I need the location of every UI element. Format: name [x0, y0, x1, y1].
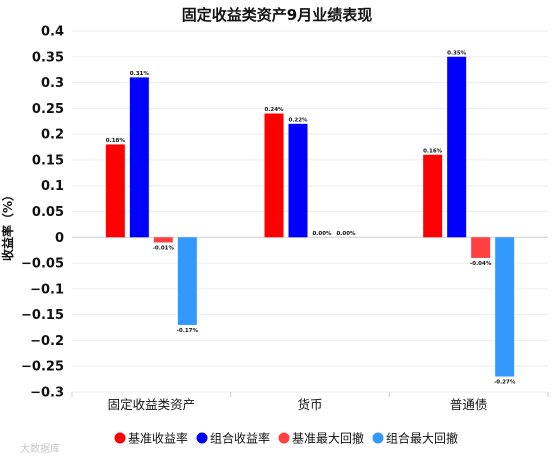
data-label: 0.18% — [106, 138, 126, 144]
y-tick-label: 0.25 — [32, 102, 64, 117]
y-tick-label: 0.05 — [32, 205, 64, 220]
bar — [288, 123, 308, 238]
y-tick-label: −0.3 — [30, 386, 64, 401]
y-tick-label: 0.4 — [41, 25, 64, 40]
data-label: 0.22% — [288, 117, 308, 123]
data-label: 0.31% — [130, 71, 150, 77]
y-tick-label: 0.2 — [41, 128, 64, 143]
bar — [129, 77, 149, 238]
x-tick-label: 货币 — [297, 397, 322, 412]
y-tick-label: 0 — [55, 231, 64, 246]
bars — [105, 56, 515, 377]
legend-marker — [196, 432, 208, 444]
legend-marker — [278, 432, 290, 444]
x-axis-ticks: 固定收益类资产 货币 普通债 — [108, 397, 488, 412]
x-tick-label: 固定收益类资产 — [108, 397, 196, 412]
y-tick-label: −0.05 — [21, 257, 64, 272]
data-label: 0.24% — [264, 107, 284, 113]
chart-title: 固定收益类资产9月业绩表现 — [182, 6, 372, 24]
y-axis-ticks: 0.4 0.35 0.3 0.25 0.2 0.15 0.1 0.05 0 −0.05 −0.1 −0… — [21, 25, 64, 401]
y-tick-label: 0.1 — [41, 179, 64, 194]
data-label: -0.27% — [494, 380, 516, 386]
y-tick-label: 0.15 — [32, 153, 64, 168]
data-label: 0.35% — [447, 50, 467, 56]
y-tick-label: −0.25 — [21, 360, 64, 375]
bar — [177, 237, 197, 325]
legend-label: 基准收益率 — [128, 431, 188, 446]
data-label: -0.01% — [153, 245, 175, 251]
legend-label: 基准最大回撤 — [292, 431, 364, 446]
y-tick-label: −0.15 — [21, 308, 64, 323]
bar — [153, 237, 173, 243]
legend: 基准收益率 组合收益率 基准最大回撤 组合最大回撤 — [114, 431, 458, 446]
data-label: -0.17% — [177, 328, 199, 334]
data-label: 0.00% — [336, 231, 356, 237]
watermark: 大数据库 — [20, 442, 60, 455]
y-axis-label: 收益率（%） — [0, 189, 15, 261]
gridlines — [71, 30, 549, 397]
legend-label: 组合最大回撤 — [386, 431, 458, 446]
y-tick-label: −0.1 — [30, 282, 64, 297]
bar — [447, 56, 467, 238]
y-tick-label: 0.3 — [41, 76, 64, 91]
y-tick-label: −0.2 — [30, 334, 64, 349]
legend-marker — [114, 432, 126, 444]
data-label: 0.00% — [312, 231, 332, 237]
bar — [495, 237, 515, 377]
y-tick-label: 0.35 — [32, 50, 64, 65]
legend-marker — [372, 432, 384, 444]
data-labels: 0.18% 0.31% -0.01% -0.17% 0.24% 0.22% 0.00% 0.0… — [106, 50, 516, 385]
data-label: -0.04% — [470, 261, 492, 267]
x-tick-label: 普通债 — [450, 397, 488, 412]
data-label: 0.16% — [423, 148, 443, 154]
bar — [423, 154, 443, 238]
bar — [105, 144, 125, 238]
bar — [471, 237, 491, 258]
bar — [264, 113, 284, 238]
legend-label: 组合收益率 — [210, 431, 270, 446]
